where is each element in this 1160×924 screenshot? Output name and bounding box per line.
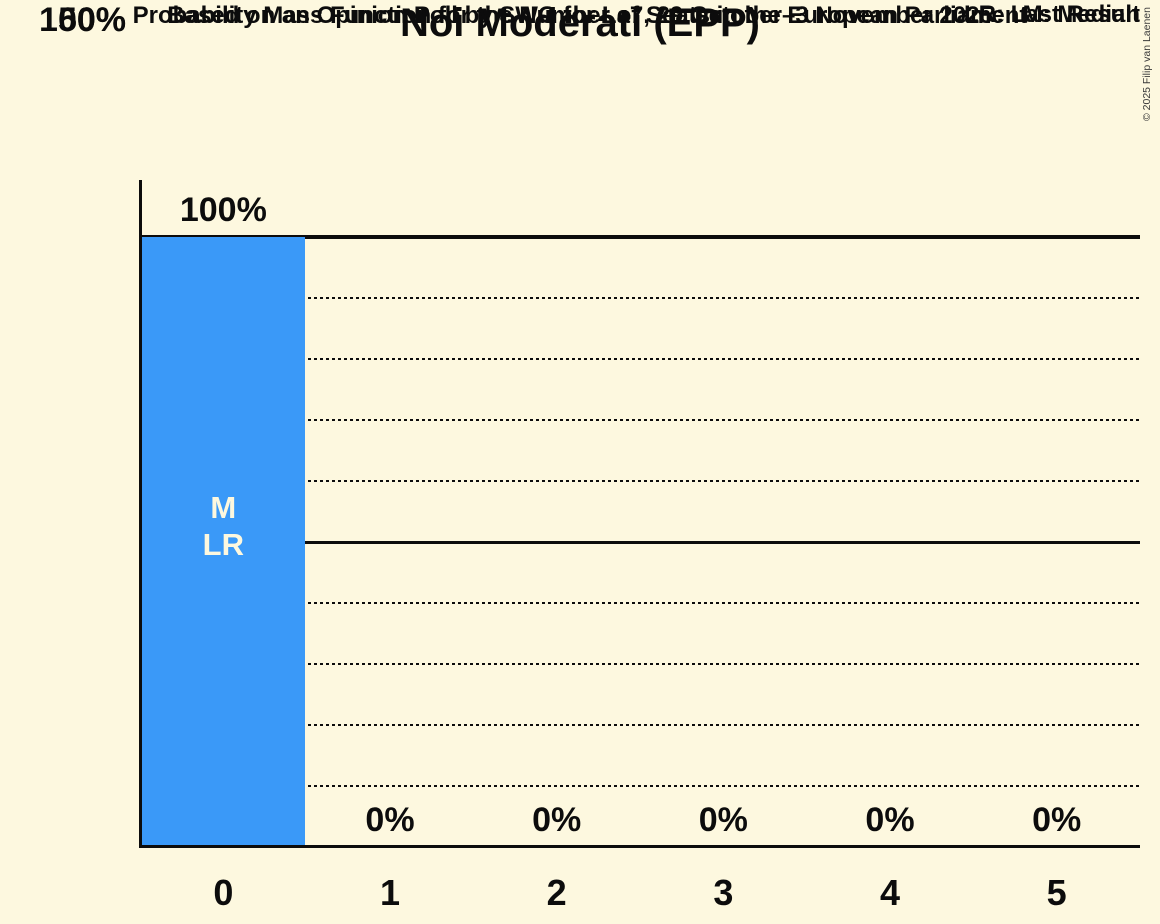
x-tick-label-4: 4 [879, 872, 900, 913]
gridline-dotted-10 [140, 785, 1140, 787]
gridline-dotted-70 [140, 419, 1140, 421]
gridline-dotted-20 [140, 724, 1140, 726]
gridline-dotted-80 [140, 358, 1140, 360]
x-axis-line [139, 845, 1140, 848]
chart-title: Noi Moderati (EPP) [399, 1, 761, 45]
gridline-solid-100 [140, 235, 1140, 239]
gridline-solid-50 [140, 540, 1140, 544]
y-axis-label-100: 100% [39, 1, 126, 39]
gridline-dotted-90 [140, 297, 1140, 299]
chart-subtitle-source: Based on an Opinion Poll by SWG for La7,… [167, 2, 993, 29]
bar-value-label-4: 0% [865, 801, 915, 839]
x-tick-label-3: 3 [713, 872, 734, 913]
bar-value-label-3: 0% [698, 801, 748, 839]
x-tick-label-0: 0 [213, 872, 234, 913]
legend-last-result: LR: Last Result [963, 1, 1140, 28]
gridline-dotted-40 [140, 602, 1140, 604]
gridline-dotted-30 [140, 663, 1140, 665]
bar-value-label-1: 0% [365, 801, 415, 839]
y-axis-line [139, 180, 142, 848]
chart-subtitle: Probability Mass Function for the Number… [132, 2, 1028, 29]
x-tick-label-1: 1 [379, 872, 400, 913]
bar-seats-0 [142, 237, 305, 846]
copyright-notice: © 2025 Filip van Laenen [1141, 7, 1153, 121]
bar-value-label-5: 0% [1032, 801, 1082, 839]
legend-median: M: Median [1022, 1, 1140, 28]
y-axis-label-50: 50% [57, 1, 126, 39]
x-tick-label-5: 5 [1046, 872, 1067, 913]
bar-value-label-0: 100% [179, 191, 267, 229]
median-last-result-marker: M LR [140, 489, 307, 563]
marker-label-lr: LR [202, 527, 244, 562]
marker-label-m: M [210, 490, 237, 525]
gridline-dotted-60 [140, 480, 1140, 482]
bar-value-label-2: 0% [532, 801, 582, 839]
x-tick-label-2: 2 [546, 872, 567, 913]
